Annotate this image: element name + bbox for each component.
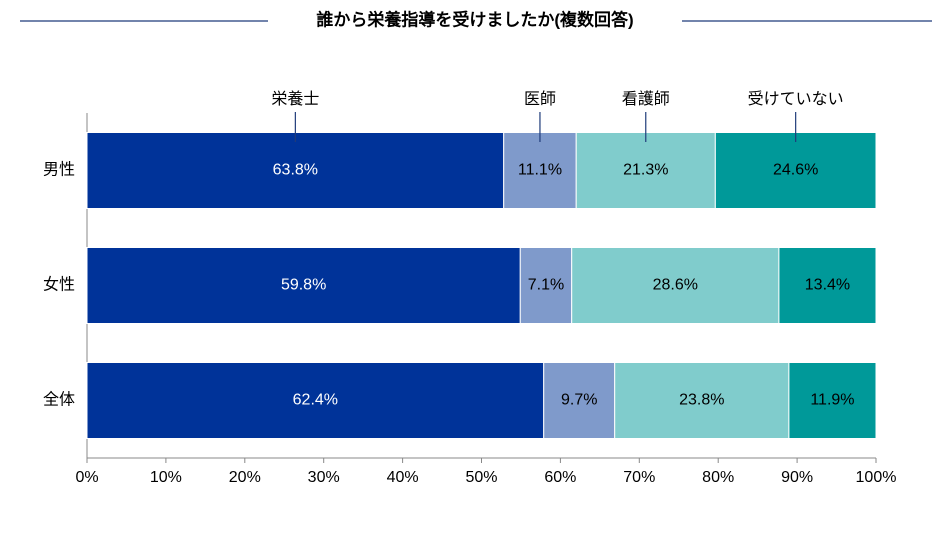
legend-label: 医師 xyxy=(524,90,556,108)
bar-segment xyxy=(571,247,780,324)
x-tick-label: 30% xyxy=(308,469,340,486)
x-tick-label: 80% xyxy=(702,469,734,486)
x-tick-label: 10% xyxy=(150,469,182,486)
x-tick-label: 100% xyxy=(856,469,897,486)
data-label: 24.6% xyxy=(773,162,818,179)
data-label: 62.4% xyxy=(293,392,338,409)
data-label: 13.4% xyxy=(805,277,850,294)
x-tick-label: 60% xyxy=(544,469,576,486)
data-label: 21.3% xyxy=(623,162,668,179)
data-label: 9.7% xyxy=(561,392,597,409)
x-tick-label: 40% xyxy=(387,469,419,486)
x-tick-label: 20% xyxy=(229,469,261,486)
x-tick-label: 70% xyxy=(623,469,655,486)
bar-segment xyxy=(575,132,716,209)
legend-label: 受けていない xyxy=(748,90,844,108)
bar-segment xyxy=(519,247,573,324)
bar-segment xyxy=(543,362,616,439)
y-tick-label: 男性 xyxy=(43,161,75,179)
chart-title: 誰から栄養指導を受けましたか(複数回答) xyxy=(316,9,633,29)
x-tick-label: 50% xyxy=(465,469,497,486)
data-label: 11.9% xyxy=(810,392,854,409)
legend-label: 栄養士 xyxy=(271,90,319,108)
x-tick-label: 0% xyxy=(75,469,98,486)
data-label: 7.1% xyxy=(528,277,564,294)
data-label: 59.8% xyxy=(281,277,326,294)
data-label: 11.1% xyxy=(518,162,562,179)
bar-segment xyxy=(614,362,790,439)
x-tick-label: 90% xyxy=(781,469,813,486)
data-label: 28.6% xyxy=(653,277,698,294)
bar-segment xyxy=(86,247,521,324)
bar-segment xyxy=(714,132,877,209)
data-label: 23.8% xyxy=(679,392,724,409)
legend-label: 看護師 xyxy=(622,90,670,108)
y-tick-label: 全体 xyxy=(43,391,75,409)
bar-segment xyxy=(86,362,545,439)
bar-segment xyxy=(788,362,877,439)
y-tick-label: 女性 xyxy=(43,275,75,294)
bar-segment xyxy=(778,247,877,324)
data-label: 63.8% xyxy=(273,162,318,179)
bar-segment xyxy=(86,132,505,209)
bar-segment xyxy=(503,132,577,209)
